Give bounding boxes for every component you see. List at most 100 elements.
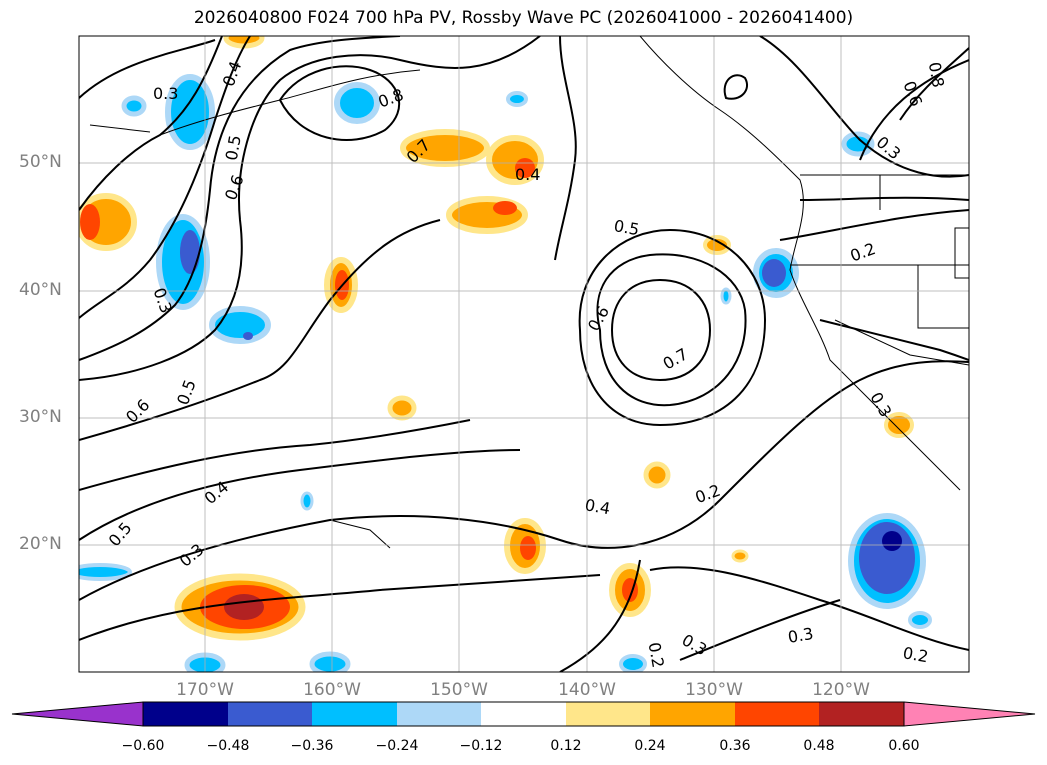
positive-anomaly: [387, 395, 417, 421]
contour-label: 0.8: [925, 61, 948, 89]
contour-label: 0.8: [376, 85, 406, 112]
negative-anomaly: [209, 306, 271, 344]
negative-anomaly: [506, 91, 528, 107]
pv-contour: [723, 74, 748, 100]
lon-label: 160°W: [303, 680, 361, 700]
contour-label: 0.2: [645, 641, 668, 669]
colorbar-bin: [566, 702, 650, 726]
colorbar-frame: [142, 701, 905, 727]
colorbar-bin: [819, 702, 904, 726]
negative-anomaly: [334, 82, 380, 124]
colorbar-extend-min: [11, 701, 144, 727]
contour-label: 0.3: [176, 540, 208, 571]
map-frame: [78, 35, 970, 673]
pv-contours: [79, 36, 969, 672]
negative-anomaly: [165, 74, 215, 150]
pv-contour: [899, 47, 969, 121]
contour-label: 0.2: [901, 643, 929, 666]
colorbar-bin: [397, 702, 481, 726]
colorbar-tick-label: 0.24: [634, 738, 666, 754]
negative-anomaly: [300, 491, 314, 511]
pv-contour: [679, 599, 841, 661]
colorbar-extend-max: [903, 701, 1036, 727]
coastline-hawaii: [329, 519, 391, 549]
contour-label: 0.6: [900, 78, 927, 108]
pv-contour: [554, 36, 577, 261]
positive-anomaly: [643, 461, 671, 489]
state-border: [834, 319, 969, 366]
colorbar-bin: [481, 702, 566, 726]
gridlines: [79, 36, 969, 672]
pv-contour: [79, 36, 541, 381]
colorbar-tick-label: −0.36: [290, 738, 334, 754]
pv-contour: [610, 278, 712, 382]
colorbar-tick-label: 0.36: [719, 738, 751, 754]
contour-label: 0.3: [153, 84, 178, 103]
positive-anomaly: [884, 412, 914, 438]
negative-anomaly: [720, 287, 732, 305]
colorbar-tick-label: 0.60: [888, 738, 920, 754]
negative-anomaly: [180, 230, 200, 274]
contour-label: 0.7: [660, 344, 692, 373]
negative-anomaly: [243, 332, 253, 340]
colorbar-tick-label: −0.24: [375, 738, 419, 754]
contour-label: 0.4: [583, 495, 611, 518]
pv-contour: [79, 219, 441, 441]
contour-label: 0.3: [873, 132, 905, 163]
lat-label: 40°N: [19, 280, 62, 300]
positive-anomaly: [731, 549, 749, 563]
lon-label: 130°W: [685, 680, 743, 700]
map-title: 2026040800 F024 700 hPa PV, Rossby Wave …: [193, 8, 854, 28]
colorbar-tick-label: −0.48: [206, 738, 250, 754]
negative-anomaly: [309, 651, 351, 672]
colorbar-tick-label: 0.12: [550, 738, 582, 754]
contour-label: 0.5: [612, 216, 640, 239]
coastline-alaska: [89, 124, 151, 133]
coastline: [89, 36, 969, 549]
positive-anomaly: [224, 594, 264, 620]
contour-label: 0.6: [221, 172, 248, 202]
negative-anomaly: [882, 531, 902, 551]
positive-anomaly: [520, 536, 536, 560]
contour-label: 0.4: [515, 165, 540, 184]
pv-contour: [79, 449, 521, 541]
colorbar-bin: [143, 702, 228, 726]
lat-label: 20°N: [19, 534, 62, 554]
anomaly-fills: [79, 36, 932, 672]
colorbar-bin: [650, 702, 735, 726]
negative-anomaly: [619, 654, 647, 672]
pv-contour: [819, 319, 969, 361]
pv-contour: [859, 59, 969, 161]
contour-label: 0.2: [693, 481, 723, 508]
positive-anomaly: [223, 36, 265, 49]
pv-contour: [79, 39, 216, 99]
negative-anomaly: [121, 95, 147, 117]
pv-contour: [578, 228, 767, 427]
state-border: [917, 265, 969, 329]
contour-label: 0.6: [584, 303, 613, 335]
pv-contour: [779, 209, 969, 241]
coastline-aleutians: [159, 69, 421, 136]
negative-anomaly: [79, 563, 132, 581]
lon-label: 170°W: [176, 680, 234, 700]
pv-contour: [79, 36, 401, 361]
positive-anomaly: [80, 204, 100, 240]
contour-label: 0.6: [122, 395, 153, 426]
pv-contour: [759, 36, 969, 178]
state-border: [954, 227, 969, 279]
positive-anomaly: [493, 201, 517, 215]
negative-anomaly: [762, 259, 786, 287]
pv-contour: [79, 360, 969, 601]
contour-label: 0.3: [786, 624, 814, 647]
lon-label: 150°W: [430, 680, 488, 700]
colorbar-bin: [735, 702, 819, 726]
pv-contour: [79, 419, 471, 491]
lon-label: 140°W: [558, 680, 616, 700]
contour-label: 0.3: [679, 630, 711, 659]
lat-label: 50°N: [19, 152, 62, 172]
contour-label: 0.2: [848, 239, 878, 266]
contour-label: 0.4: [219, 59, 246, 89]
coastline-north-america: [639, 36, 961, 491]
colorbar-tick-label: 0.48: [803, 738, 835, 754]
